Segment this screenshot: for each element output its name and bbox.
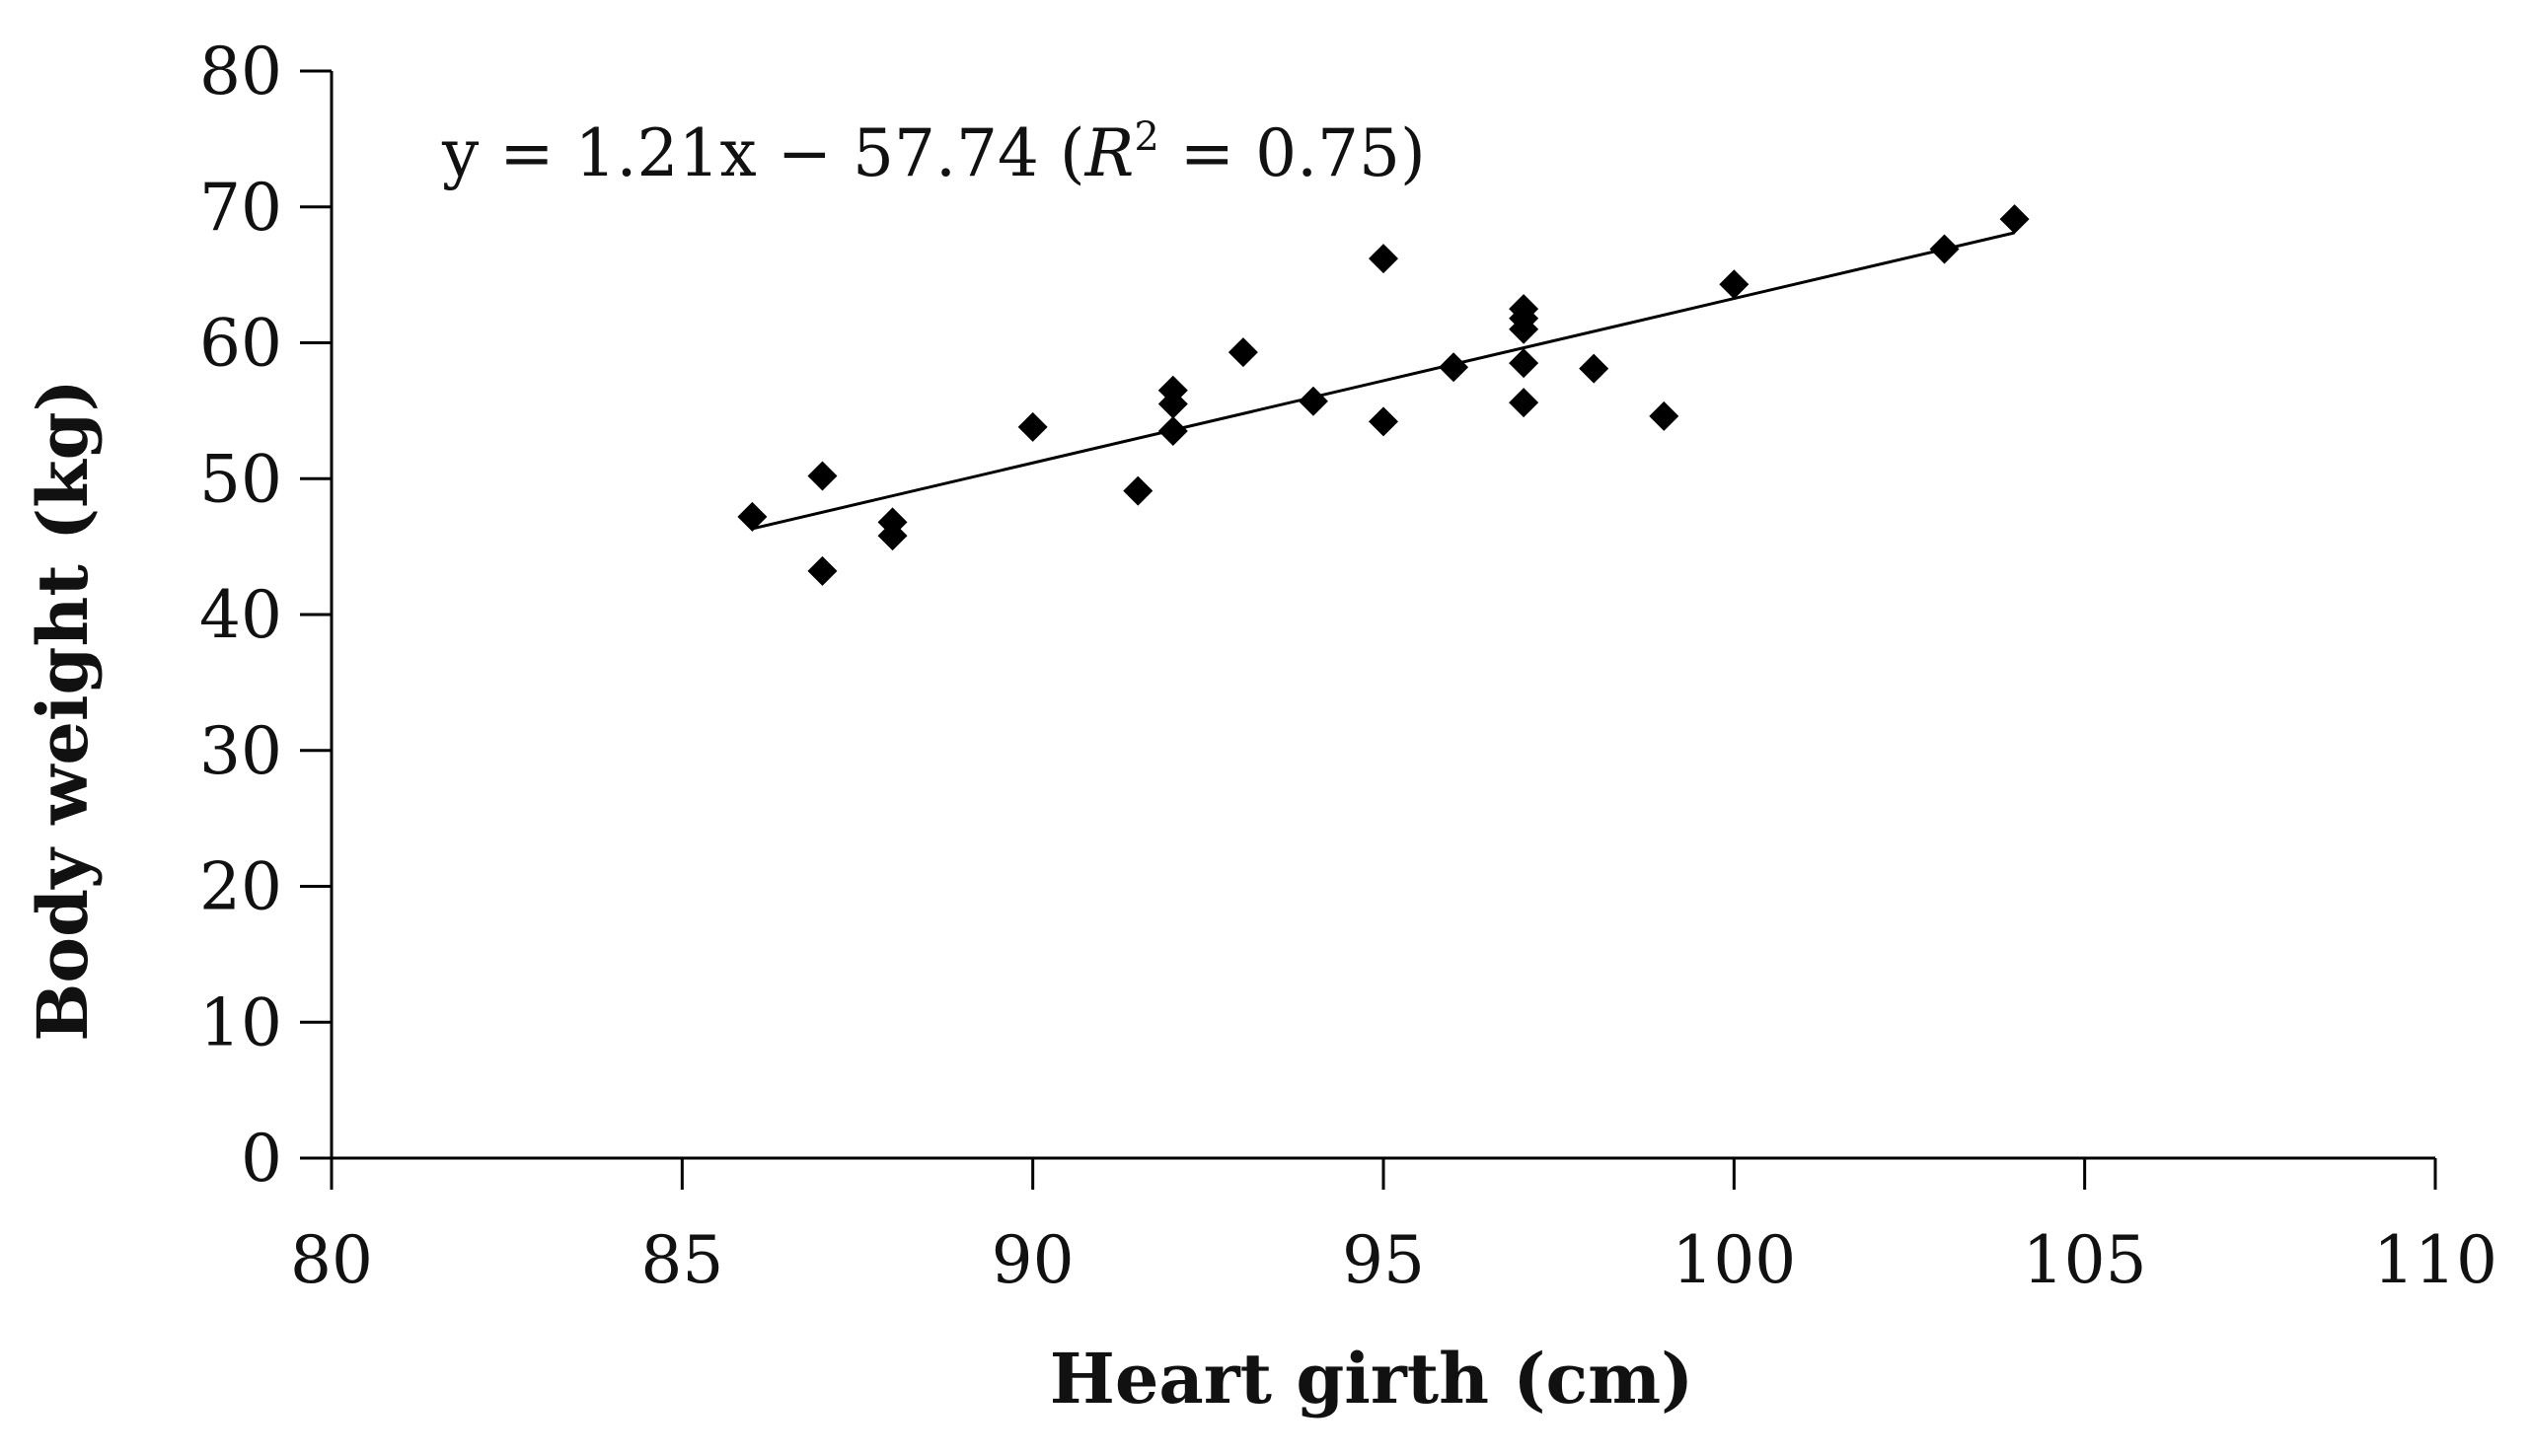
x-tick-label: 100 [1672, 1222, 1796, 1298]
data-point [1579, 353, 1609, 384]
equation-r: R [1084, 115, 1135, 191]
data-point [1298, 386, 1328, 416]
data-point [737, 501, 768, 532]
x-tick-label: 85 [640, 1222, 723, 1298]
data-point [1929, 234, 1960, 264]
y-tick-label: 20 [199, 849, 282, 925]
x-tick-label: 110 [2373, 1222, 2497, 1298]
data-points [737, 204, 2030, 586]
x-tick-label: 95 [1342, 1222, 1425, 1298]
regression-equation: y = 1.21x − 57.74 (R2 = 0.75) [441, 114, 1426, 191]
equation-prefix: y = 1.21x − 57.74 ( [441, 115, 1085, 191]
data-point [1509, 348, 1539, 379]
y-tick-label: 50 [199, 441, 282, 517]
data-point [1228, 337, 1258, 368]
x-tick-label: 90 [992, 1222, 1075, 1298]
data-point [1157, 416, 1188, 447]
equation-superscript: 2 [1134, 114, 1158, 160]
data-point [1719, 269, 1749, 300]
trendline-group [752, 231, 2015, 531]
y-tick-label: 0 [241, 1121, 282, 1197]
data-point [1157, 389, 1188, 419]
data-point [807, 555, 838, 586]
y-tick-label: 10 [199, 984, 282, 1060]
data-point [877, 521, 908, 551]
y-axis: 0 10 20 30 40 50 60 70 80 [199, 34, 334, 1197]
y-axis-title: Body weight (kg) [22, 379, 104, 1041]
y-tick-label: 30 [199, 713, 282, 789]
data-point [1017, 411, 1048, 442]
data-point [1369, 406, 1398, 437]
equation-suffix: = 0.75) [1159, 115, 1426, 191]
data-point [1439, 352, 1469, 383]
y-tick-label: 40 [199, 577, 282, 653]
x-axis-title: Heart girth (cm) [1050, 1338, 1694, 1420]
y-tick-label: 80 [199, 34, 282, 109]
y-tick-label: 60 [199, 306, 282, 382]
y-tick-label: 70 [199, 170, 282, 246]
data-point [1999, 204, 2030, 235]
data-point [1509, 314, 1539, 344]
x-axis: 80 85 90 95 100 105 110 [290, 1156, 2497, 1298]
data-point [1123, 475, 1154, 506]
data-point [1649, 400, 1679, 431]
x-tick-label: 105 [2023, 1222, 2147, 1298]
x-tick-label: 80 [290, 1222, 373, 1298]
data-point [1369, 244, 1398, 274]
data-point [1509, 388, 1539, 418]
trend-line [752, 231, 2015, 531]
data-point [807, 461, 838, 491]
